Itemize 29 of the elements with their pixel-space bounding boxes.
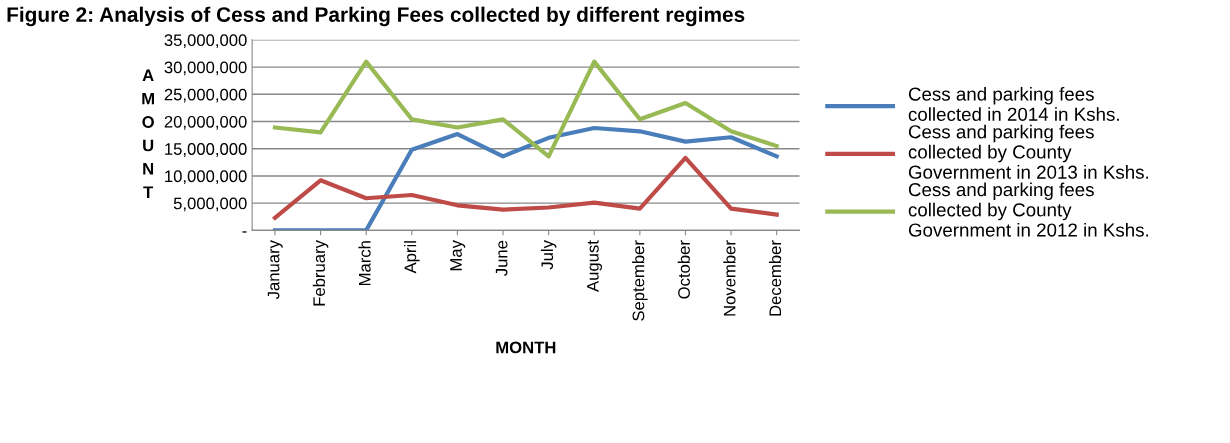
legend-label: Cess and parking fees collected by County Government in 2013 in Kshs. (908, 124, 1149, 179)
y-tick-label: 25,000,000 (164, 88, 247, 103)
line-series (272, 155, 779, 220)
y-tick-label: - (242, 231, 247, 233)
y-tick-label: 15,000,000 (165, 143, 247, 157)
x-tick-label: April (404, 241, 420, 274)
y-tick-label: 5,000,000 (173, 197, 247, 212)
x-tick-label: July (540, 240, 557, 270)
x-tick-label: November (723, 240, 736, 316)
legend-label: Cess and parking fees collected by County Government in 2012 in Kshs. (908, 182, 1149, 237)
legend-label: Cess and parking fees collected in 2014 in Kshs. (908, 86, 1119, 121)
x-tick-label: May (450, 240, 466, 271)
x-tick-label: September (632, 240, 648, 321)
line-series (272, 125, 779, 231)
y-tick-label: 35,000,000 (164, 34, 247, 49)
x-tick-label: August (587, 240, 603, 292)
x-axis-title: MONTH (496, 341, 556, 354)
x-tick-label: January (267, 240, 283, 300)
chart-title: Figure 2: Analysis of Cess and Parking Fees collected by different regimes (7, 6, 745, 27)
y-tick-label: 30,000,000 (164, 61, 247, 76)
x-tick-label: March (358, 241, 371, 286)
line-series (272, 59, 779, 159)
y-tick-label: 20,000,000 (164, 115, 247, 130)
x-tick-label: June (495, 240, 508, 276)
y-tick-label: 10,000,000 (165, 170, 247, 185)
y-axis-title: AMOUNT (142, 69, 154, 198)
x-tick-label: December (768, 240, 782, 316)
x-tick-label: February (312, 240, 329, 306)
x-tick-label: October (677, 240, 690, 299)
